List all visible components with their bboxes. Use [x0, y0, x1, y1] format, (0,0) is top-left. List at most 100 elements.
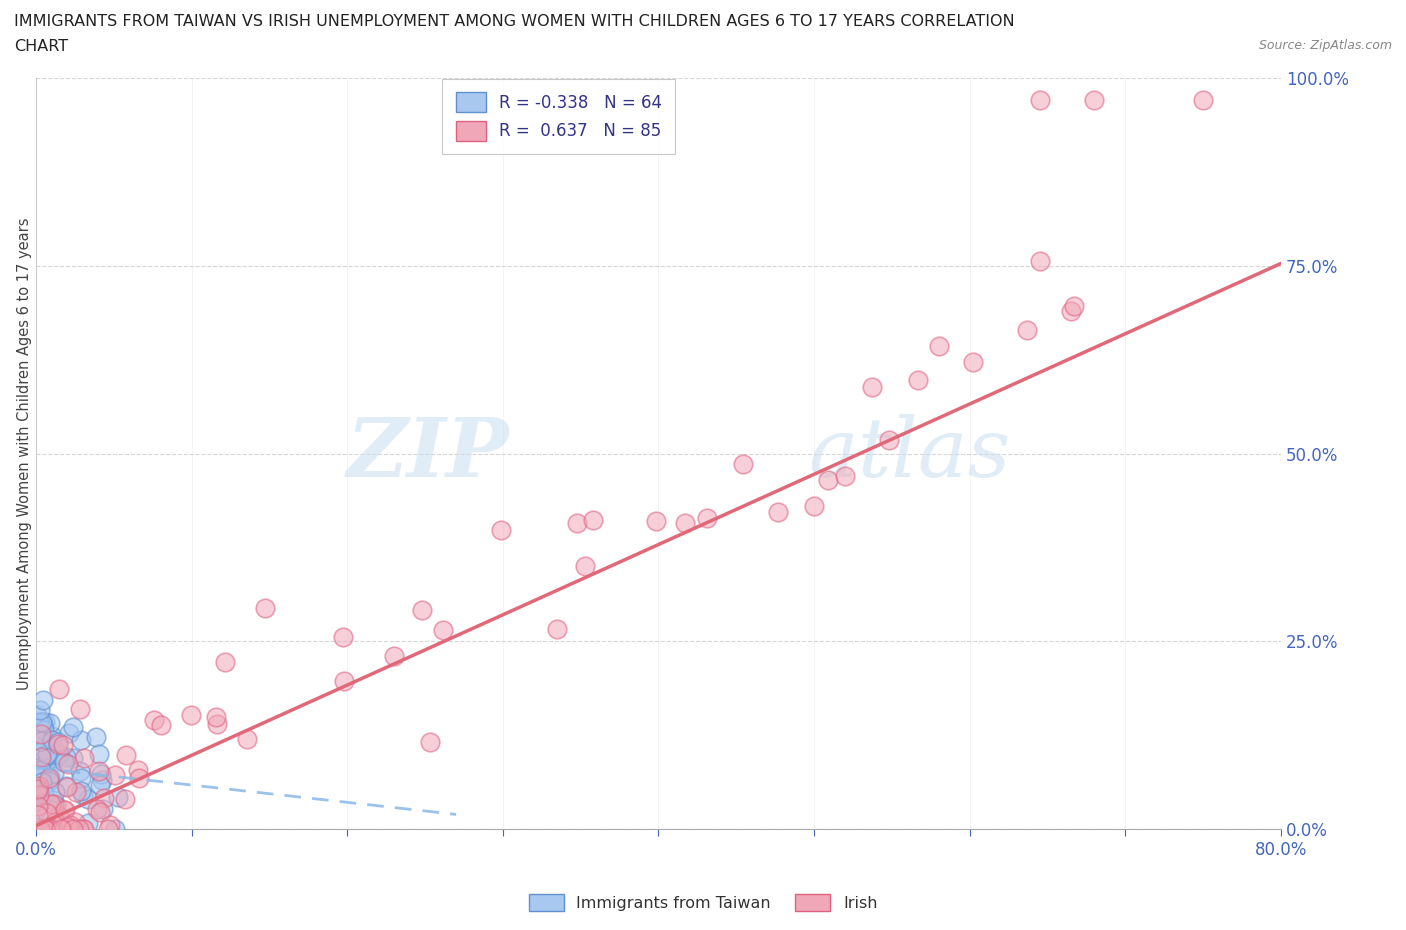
Point — [1028, 253, 1050, 268]
Point — [89, 777, 111, 792]
Point — [58, 725, 80, 740]
Point — [35, 747, 58, 762]
Point — [574, 559, 596, 574]
Point — [25, 708, 48, 723]
Point — [84, 730, 107, 745]
Point — [962, 355, 984, 370]
Point — [149, 718, 172, 733]
Point — [59, 818, 82, 833]
Point — [93, 790, 115, 805]
Point — [25, 802, 48, 817]
Point — [97, 821, 120, 836]
Point — [89, 764, 111, 778]
Point — [32, 821, 55, 836]
Point — [104, 821, 127, 836]
Y-axis label: Unemployment Among Women with Children Ages 6 to 17 years: Unemployment Among Women with Children A… — [17, 218, 32, 690]
Point — [565, 516, 588, 531]
Point — [28, 702, 51, 717]
Point — [89, 747, 111, 762]
Point — [28, 778, 51, 793]
Text: atlas: atlas — [808, 414, 1011, 494]
Point — [69, 764, 91, 778]
Point — [86, 802, 108, 817]
Text: CHART: CHART — [14, 39, 67, 54]
Point — [32, 741, 55, 756]
Point — [645, 513, 668, 528]
Point — [30, 763, 52, 777]
Point — [214, 655, 236, 670]
Point — [28, 714, 51, 729]
Point — [332, 673, 354, 688]
Point — [115, 748, 138, 763]
Point — [30, 726, 52, 741]
Point — [30, 750, 52, 764]
Point — [42, 792, 65, 807]
Point — [127, 763, 149, 777]
Point — [38, 770, 60, 785]
Point — [62, 751, 84, 765]
Point — [55, 779, 77, 794]
Point — [39, 716, 62, 731]
Point — [236, 732, 259, 747]
Point — [32, 764, 55, 778]
Point — [55, 750, 77, 764]
Point — [28, 821, 51, 836]
Point — [204, 710, 226, 724]
Point — [34, 821, 56, 836]
Point — [489, 523, 512, 538]
Point — [73, 751, 96, 765]
Point — [28, 756, 51, 771]
Point — [41, 732, 63, 747]
Point — [834, 469, 856, 484]
Point — [1060, 303, 1083, 318]
Point — [46, 735, 69, 750]
Point — [72, 788, 94, 803]
Point — [32, 787, 55, 802]
Point — [27, 798, 49, 813]
Point — [34, 723, 56, 737]
Point — [928, 339, 950, 353]
Point — [34, 714, 56, 729]
Point — [69, 784, 91, 799]
Point — [48, 682, 70, 697]
Point — [766, 505, 789, 520]
Point — [53, 821, 76, 836]
Point — [72, 821, 94, 836]
Point — [205, 717, 228, 732]
Point — [142, 712, 165, 727]
Point — [41, 728, 63, 743]
Point — [27, 732, 49, 747]
Point — [28, 765, 51, 780]
Point — [114, 792, 136, 807]
Point — [53, 754, 76, 769]
Point — [1192, 93, 1215, 108]
Point — [98, 817, 121, 832]
Point — [907, 373, 929, 388]
Point — [52, 803, 75, 817]
Point — [44, 765, 66, 780]
Point — [731, 457, 754, 472]
Text: IMMIGRANTS FROM TAIWAN VS IRISH UNEMPLOYMENT AMONG WOMEN WITH CHILDREN AGES 6 TO: IMMIGRANTS FROM TAIWAN VS IRISH UNEMPLOY… — [14, 14, 1015, 29]
Point — [128, 770, 150, 785]
Point — [28, 788, 51, 803]
Point — [25, 764, 48, 779]
Text: ZIP: ZIP — [346, 414, 509, 494]
Point — [62, 720, 84, 735]
Point — [1015, 323, 1038, 338]
Point — [52, 737, 75, 752]
Point — [32, 718, 55, 733]
Point — [419, 734, 441, 749]
Point — [104, 767, 127, 782]
Point — [37, 752, 59, 767]
Point — [73, 821, 96, 836]
Point — [90, 766, 112, 781]
Point — [31, 714, 53, 729]
Point — [53, 803, 76, 817]
Point — [877, 432, 900, 447]
Point — [46, 736, 69, 751]
Point — [27, 807, 49, 822]
Point — [38, 821, 60, 836]
Point — [62, 821, 84, 836]
Point — [1028, 93, 1050, 108]
Legend: Immigrants from Taiwan, Irish: Immigrants from Taiwan, Irish — [522, 887, 884, 917]
